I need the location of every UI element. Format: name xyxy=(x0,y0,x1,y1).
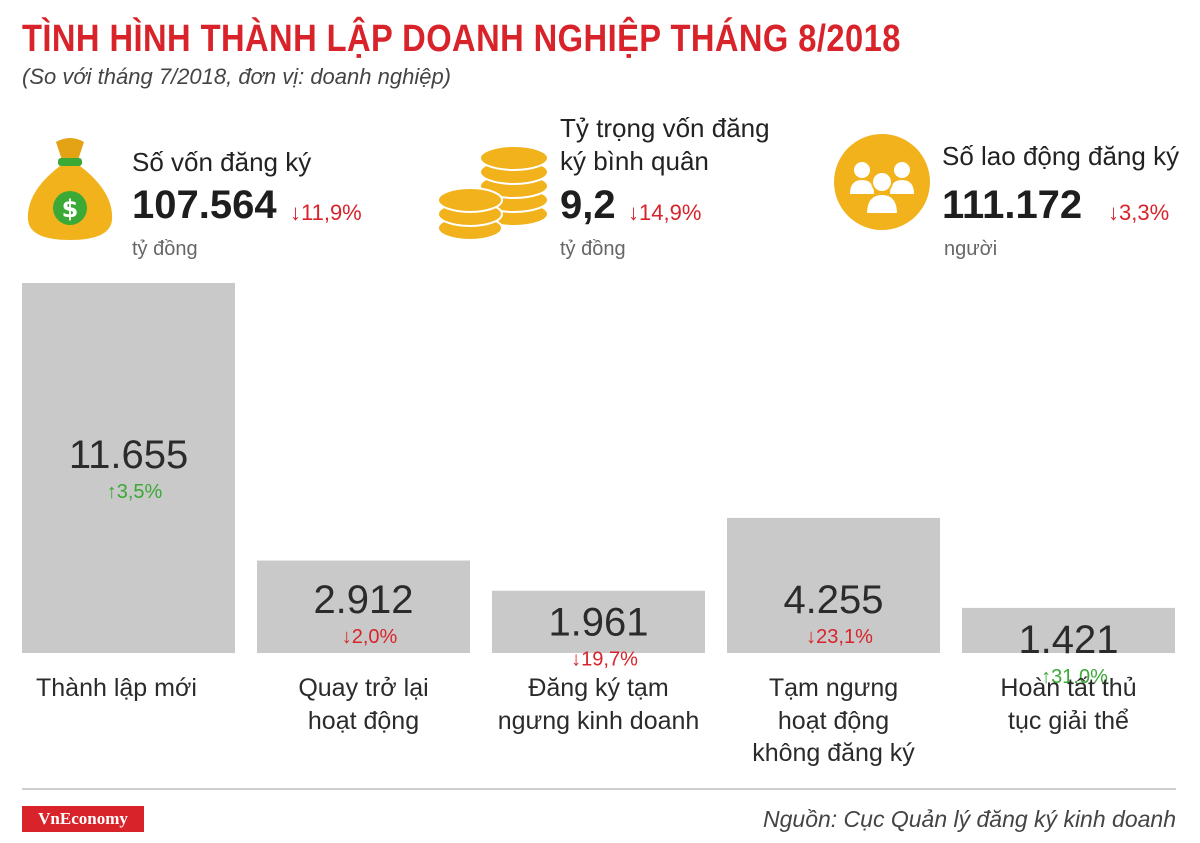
bar-value-2: 1.961 xyxy=(548,601,648,645)
svg-text:$: $ xyxy=(62,195,79,223)
page-subtitle: (So với tháng 7/2018, đơn vị: doanh nghi… xyxy=(22,64,451,89)
category-label-0: Thành lập mới xyxy=(36,674,197,702)
stat-labor-unit: người xyxy=(944,238,998,260)
stat-avg-capital-change: ↓14,9% xyxy=(628,200,702,225)
stat-capital-value: 107.564 xyxy=(132,183,277,227)
footer-divider xyxy=(22,788,1176,790)
bar-change-4: ↑31,0% xyxy=(1041,666,1108,688)
people-icon xyxy=(834,134,930,230)
stat-avg-capital-label: Tỷ trọng vốn đăng ký bình quân xyxy=(560,113,770,176)
category-label-4: Hoàn tất thủ tục giải thể xyxy=(1000,674,1137,735)
bar-2 xyxy=(492,590,705,653)
category-label-3: Tạm ngưng hoạt động không đăng ký xyxy=(752,674,915,767)
bar-value-0: 11.655 xyxy=(69,433,188,477)
stat-labor-label: Số lao động đăng ký xyxy=(942,141,1180,171)
bar-1 xyxy=(257,560,470,653)
bar-value-3: 4.255 xyxy=(783,578,883,622)
bar-value-4: 1.421 xyxy=(1018,618,1118,662)
bar-change-0: ↑3,5% xyxy=(107,481,163,503)
bar-3 xyxy=(727,517,940,653)
category-label-1: Quay trở lại hoạt động xyxy=(298,674,429,735)
stat-avg-capital-value: 9,2 xyxy=(560,183,616,227)
stat-labor-value: 111.172 xyxy=(942,183,1083,227)
money-bag-icon: $ xyxy=(27,138,113,240)
bar-change-1: ↓2,0% xyxy=(342,626,398,648)
stat-labor-change: ↓3,3% xyxy=(1108,200,1170,225)
vneconomy-logo: VnEconomy xyxy=(22,806,144,832)
stat-capital-change: ↓11,9% xyxy=(290,200,362,225)
bar-value-1: 2.912 xyxy=(313,578,413,622)
stat-capital-unit: tỷ đồng xyxy=(132,238,198,260)
stat-avg-capital-unit: tỷ đồng xyxy=(560,238,626,260)
bar-4 xyxy=(962,607,1175,653)
source-note: Nguồn: Cục Quản lý đăng ký kinh doanh xyxy=(763,806,1176,832)
bar-change-3: ↓23,1% xyxy=(806,626,873,648)
coins-icon xyxy=(437,145,549,241)
category-label-2: Đăng ký tạm ngưng kinh doanh xyxy=(497,674,700,735)
page-title: TÌNH HÌNH THÀNH LẬP DOANH NGHIỆP THÁNG 8… xyxy=(22,18,901,60)
bar-0 xyxy=(22,283,235,653)
bar-change-2: ↓19,7% xyxy=(571,649,638,671)
stat-capital-label: Số vốn đăng ký xyxy=(132,147,312,177)
